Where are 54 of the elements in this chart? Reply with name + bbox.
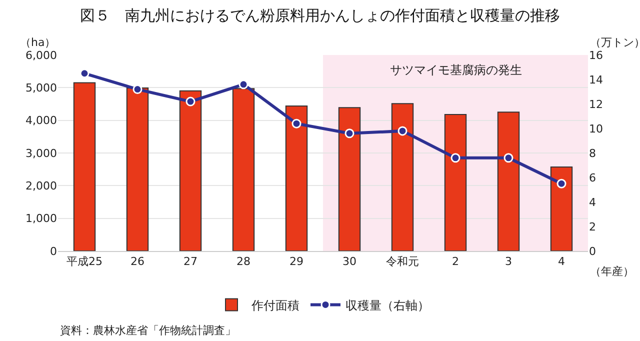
y2-tick-label: 6 — [589, 171, 596, 184]
x-tick-label: 平成25 — [66, 255, 102, 268]
bar — [550, 166, 573, 251]
text: 資料：農林水産省「作物統計調査」 — [60, 324, 236, 337]
x-axis-title: （年産） — [590, 265, 634, 278]
y2-tick-label: 12 — [589, 98, 603, 111]
y-tick-label: 6,000 — [26, 48, 57, 62]
x-tick-label: 27 — [184, 255, 198, 268]
bar — [232, 88, 255, 251]
point — [504, 153, 514, 163]
x-tick-label: 30 — [342, 255, 356, 268]
point — [292, 118, 302, 128]
y2-tick-label: 16 — [589, 48, 603, 62]
point — [238, 80, 248, 90]
y2-tick-label: 14 — [589, 73, 603, 86]
bar — [285, 105, 308, 251]
chart-title: 図５ 南九州におけるでん粉原料用かんしょの作付面積と収穫量の推移 — [80, 6, 560, 25]
y-tick-label: 1,000 — [26, 212, 57, 226]
x-tick-label: 2 — [452, 255, 459, 268]
legend-label: 収穫量（右軸） — [346, 298, 430, 312]
bar — [126, 87, 149, 251]
y2-tick-label: 4 — [589, 196, 596, 209]
x-tick-label: 28 — [236, 255, 250, 268]
y2-tick-label: 10 — [589, 122, 603, 136]
x-tick-label: 26 — [130, 255, 144, 268]
point — [450, 153, 460, 163]
y-tick-label: 2,000 — [26, 180, 57, 193]
y2-axis-title: （万トン） — [590, 36, 640, 49]
point — [398, 126, 408, 136]
point — [186, 96, 196, 106]
bar — [497, 112, 520, 251]
x-tick-label: 3 — [505, 255, 512, 268]
y-axis-title: （ha） — [20, 36, 56, 49]
x-tick-label: 29 — [290, 255, 304, 268]
point — [556, 178, 566, 188]
x-tick-label: 令和元 — [386, 255, 419, 268]
bar — [73, 82, 96, 251]
bar — [338, 107, 361, 251]
y2-tick-label: 0 — [589, 244, 596, 258]
x-tick-label: 4 — [558, 255, 565, 268]
legend-label: 作付面積 — [250, 298, 300, 312]
y-tick-label: 3,000 — [26, 146, 57, 160]
bar — [391, 103, 414, 251]
band-label: サツマイモ基腐病の発生 — [390, 63, 522, 77]
y2-tick-label: 8 — [589, 146, 596, 160]
bar — [179, 90, 202, 251]
bar — [444, 114, 467, 251]
y2-tick-label: 2 — [589, 220, 596, 234]
point — [344, 128, 354, 138]
y-tick-label: 5,000 — [26, 82, 57, 95]
point — [132, 84, 142, 94]
y-tick-label: 4,000 — [26, 114, 57, 128]
point — [80, 68, 90, 78]
y-tick-label: 0 — [50, 244, 57, 258]
